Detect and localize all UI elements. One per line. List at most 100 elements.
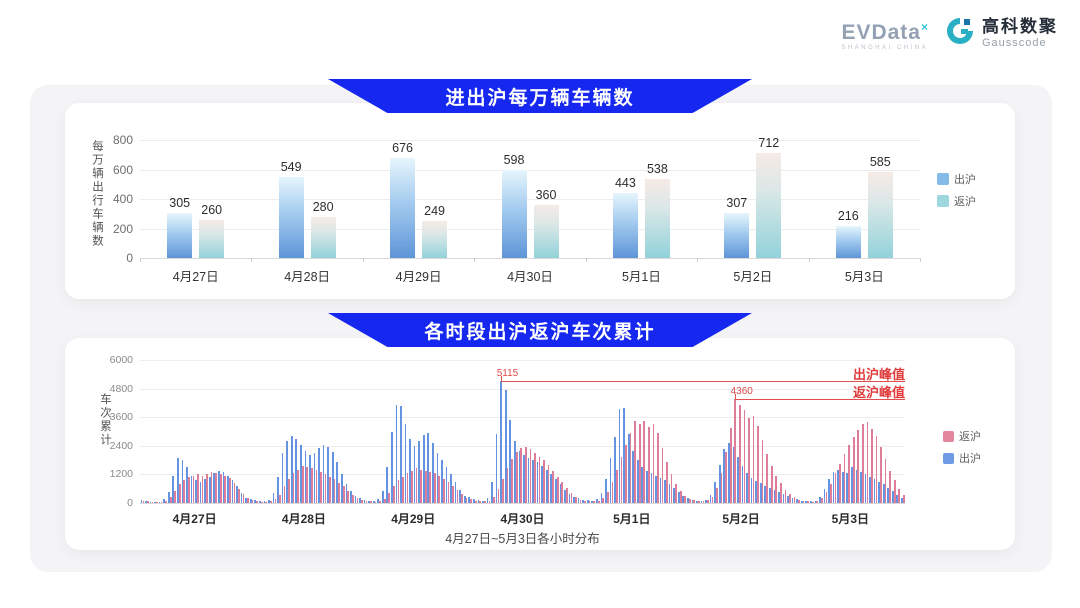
bar-outbound-hour[interactable] bbox=[782, 494, 785, 503]
bar-return-hour[interactable] bbox=[438, 475, 441, 503]
bar-return-hour[interactable] bbox=[889, 470, 891, 503]
bar-outbound-hour[interactable] bbox=[773, 489, 776, 503]
bar-return-hour[interactable] bbox=[893, 480, 896, 503]
bar-return-hour[interactable] bbox=[716, 488, 718, 503]
bar-outbound-hour[interactable] bbox=[536, 462, 539, 503]
bar-outbound-hour[interactable] bbox=[646, 470, 648, 503]
bar-return-hour[interactable] bbox=[866, 421, 869, 503]
bar-return-hour[interactable] bbox=[670, 474, 673, 503]
bar-return-hour[interactable] bbox=[142, 500, 145, 503]
bar-outbound-hour[interactable] bbox=[755, 481, 758, 503]
bar-return-hour[interactable] bbox=[520, 448, 523, 503]
bar-outbound-hour[interactable] bbox=[864, 474, 867, 503]
bar-outbound-hour[interactable] bbox=[709, 494, 712, 503]
bar-return-hour[interactable] bbox=[684, 495, 687, 503]
bar-outbound-hour[interactable] bbox=[277, 476, 279, 503]
bar-return-hour[interactable] bbox=[547, 464, 550, 503]
bar-return-hour[interactable] bbox=[734, 399, 737, 503]
bar-return-hour[interactable] bbox=[497, 488, 500, 503]
bar-outbound-hour[interactable] bbox=[550, 474, 553, 503]
bar-return-hour[interactable] bbox=[342, 486, 345, 503]
bar-return-hour[interactable] bbox=[643, 420, 646, 503]
bar-outbound-hour[interactable] bbox=[586, 500, 589, 503]
bar-outbound-hour[interactable] bbox=[855, 469, 858, 503]
bar-outbound[interactable] bbox=[278, 177, 304, 258]
bar-outbound[interactable] bbox=[167, 213, 193, 258]
bar-outbound-hour[interactable] bbox=[336, 462, 339, 503]
bar-outbound-hour[interactable] bbox=[641, 467, 644, 503]
bar-return-hour[interactable] bbox=[274, 499, 277, 503]
bar-return-hour[interactable] bbox=[588, 501, 591, 503]
bar-outbound[interactable] bbox=[390, 158, 416, 258]
bar-return-hour[interactable] bbox=[556, 476, 559, 503]
bar-outbound-hour[interactable] bbox=[819, 497, 821, 503]
bar-return-hour[interactable] bbox=[711, 497, 714, 503]
bar-return-hour[interactable] bbox=[347, 491, 350, 503]
bar-return-hour[interactable] bbox=[606, 492, 609, 503]
bar-return[interactable] bbox=[199, 219, 225, 258]
bar-outbound-hour[interactable] bbox=[482, 500, 484, 503]
bar-outbound-hour[interactable] bbox=[413, 445, 416, 503]
bar-outbound-hour[interactable] bbox=[409, 438, 411, 503]
bar-return-hour[interactable] bbox=[529, 449, 532, 503]
bar-outbound-hour[interactable] bbox=[331, 451, 334, 503]
bar-return-hour[interactable] bbox=[602, 498, 605, 503]
bar-outbound-hour[interactable] bbox=[495, 433, 498, 503]
bar-outbound-hour[interactable] bbox=[427, 432, 430, 503]
bar-outbound-hour[interactable] bbox=[673, 488, 676, 503]
bar-outbound-hour[interactable] bbox=[809, 501, 812, 503]
bar-return-hour[interactable] bbox=[725, 451, 728, 503]
bar-return-hour[interactable] bbox=[565, 487, 568, 503]
bar-outbound-hour[interactable] bbox=[627, 433, 630, 503]
bar-outbound-hour[interactable] bbox=[532, 460, 534, 503]
bar-return-hour[interactable] bbox=[880, 446, 882, 503]
bar-return-hour[interactable] bbox=[406, 473, 409, 503]
bar-return-hour[interactable] bbox=[160, 501, 163, 503]
bar-return-hour[interactable] bbox=[470, 499, 473, 503]
bar-outbound-hour[interactable] bbox=[573, 497, 575, 503]
bar-outbound-hour[interactable] bbox=[477, 500, 480, 503]
legend-item[interactable]: 出沪 bbox=[937, 171, 976, 187]
bar-outbound-hour[interactable] bbox=[700, 500, 703, 503]
bar-outbound-hour[interactable] bbox=[650, 473, 653, 503]
bar-return-hour[interactable] bbox=[898, 488, 901, 503]
bar-return-hour[interactable] bbox=[739, 405, 741, 503]
bar-outbound-hour[interactable] bbox=[204, 479, 207, 503]
bar-return-hour[interactable] bbox=[775, 475, 778, 503]
bar-return-hour[interactable] bbox=[465, 497, 468, 503]
bar-outbound-hour[interactable] bbox=[600, 493, 603, 503]
bar-outbound-hour[interactable] bbox=[486, 498, 489, 503]
bar-return-hour[interactable] bbox=[356, 498, 359, 503]
bar-outbound-hour[interactable] bbox=[828, 479, 830, 503]
bar-outbound-hour[interactable] bbox=[377, 499, 380, 503]
bar-return-hour[interactable] bbox=[292, 473, 295, 503]
bar-outbound-hour[interactable] bbox=[659, 477, 662, 503]
bar-return-hour[interactable] bbox=[811, 501, 814, 503]
bar-outbound-hour[interactable] bbox=[718, 464, 721, 503]
bar-outbound-hour[interactable] bbox=[504, 389, 507, 503]
bar-outbound-hour[interactable] bbox=[746, 473, 748, 503]
bar-outbound-hour[interactable] bbox=[896, 494, 899, 503]
bar-return-hour[interactable] bbox=[616, 469, 618, 503]
bar-return-hour[interactable] bbox=[647, 426, 650, 503]
bar-return-hour[interactable] bbox=[456, 489, 459, 503]
bar-return-hour[interactable] bbox=[165, 500, 167, 503]
bar-outbound-hour[interactable] bbox=[882, 483, 885, 503]
bar-return-hour[interactable] bbox=[593, 501, 595, 503]
bar-return-hour[interactable] bbox=[884, 458, 887, 503]
bar-return-hour[interactable] bbox=[484, 501, 486, 503]
bar-outbound-hour[interactable] bbox=[664, 480, 666, 503]
bar-outbound-hour[interactable] bbox=[181, 460, 184, 503]
bar-return-hour[interactable] bbox=[383, 498, 386, 503]
bar-outbound-hour[interactable] bbox=[450, 474, 452, 503]
bar-outbound-hour[interactable] bbox=[313, 452, 316, 503]
bar-return-hour[interactable] bbox=[802, 500, 805, 503]
bar-return-hour[interactable] bbox=[729, 427, 732, 503]
bar-return-hour[interactable] bbox=[324, 474, 327, 503]
bar-return-hour[interactable] bbox=[361, 499, 363, 503]
bar-return-hour[interactable] bbox=[188, 476, 190, 503]
bar-return-hour[interactable] bbox=[688, 499, 691, 503]
bar-outbound-hour[interactable] bbox=[559, 483, 562, 503]
bar-outbound-hour[interactable] bbox=[869, 476, 871, 503]
bar-return-hour[interactable] bbox=[761, 439, 764, 503]
